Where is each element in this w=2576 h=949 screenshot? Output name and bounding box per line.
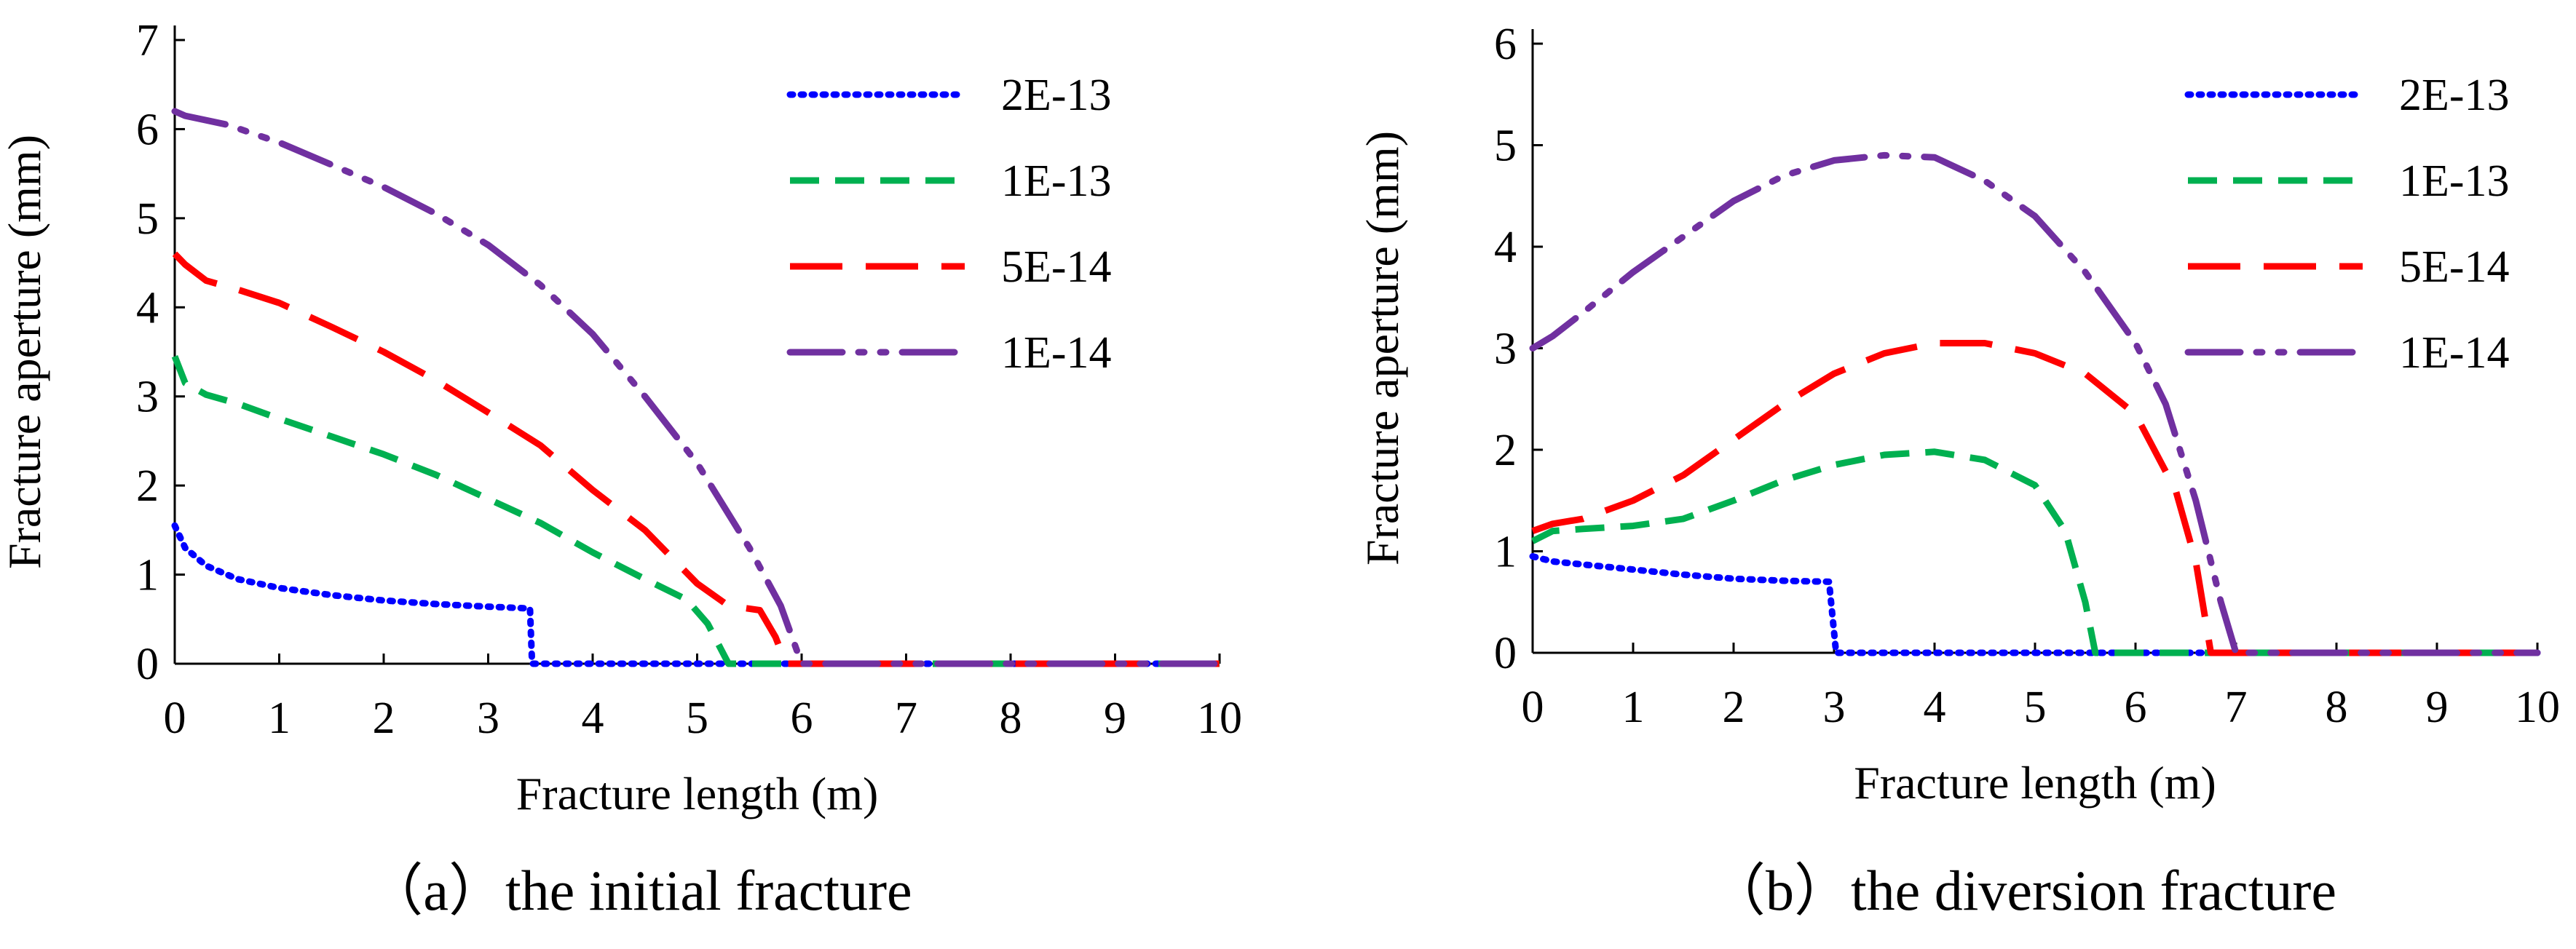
x-tick-label: 5 (2024, 683, 2047, 732)
legend-label: 1E-13 (1001, 156, 1112, 206)
y-tick-label: 6 (1494, 20, 1517, 69)
x-tick-label: 8 (1000, 694, 1022, 743)
y-tick-label: 4 (136, 283, 159, 333)
x-tick-label: 8 (2326, 683, 2348, 732)
x-tick-label: 9 (1104, 694, 1126, 743)
y-tick-label: 2 (1494, 426, 1517, 475)
series-line-2E-13 (171, 522, 1223, 667)
x-tick-label: 4 (582, 694, 604, 743)
x-tick-label: 9 (2426, 683, 2449, 732)
series-line-1E-14 (171, 108, 1223, 667)
y-tick-label: 0 (1494, 629, 1517, 678)
x-tick-label: 7 (2225, 683, 2248, 732)
y-tick-label: 4 (1494, 223, 1517, 272)
x-tick-label: 2 (373, 694, 395, 743)
panel-diversion-fracture: 0 1 2 3 4 5 6 0 1 2 3 4 5 6 7 8 9 10 Fracture length (m) Fr… (1356, 20, 2560, 922)
y-tick-label: 2 (136, 461, 159, 511)
x-tick-label: 6 (2125, 683, 2147, 732)
x-tick-label: 3 (477, 694, 499, 743)
series-line-5E-14 (172, 251, 1220, 667)
y-tick-label: 5 (1494, 122, 1517, 171)
series-line-1E-14 (1529, 151, 2541, 656)
legend-label: 2E-13 (2399, 71, 2510, 120)
x-tick-label: 2 (1723, 683, 1745, 732)
x-tick-label: 7 (895, 694, 917, 743)
legend-label: 2E-13 (1001, 71, 1112, 120)
y-tick-label: 3 (1494, 325, 1517, 374)
legend-label: 1E-14 (1001, 328, 1112, 378)
legend-label: 5E-14 (1001, 242, 1112, 292)
y-axis-label: Fracture aperture (mm) (0, 135, 50, 569)
x-tick-label: 1 (1622, 683, 1645, 732)
x-tick-label: 6 (791, 694, 813, 743)
y-tick-label: 6 (136, 105, 159, 154)
legend-label: 1E-13 (2399, 156, 2510, 206)
y-tick-label: 0 (136, 640, 159, 689)
legend-label: 1E-14 (2399, 328, 2510, 378)
x-tick-label: 3 (1823, 683, 1846, 732)
x-tick-label: 5 (686, 694, 708, 743)
x-tick-label: 0 (1522, 683, 1544, 732)
panel-caption: （a）the initial fracture (366, 859, 912, 922)
y-tick-label: 7 (136, 16, 159, 65)
y-tick-label: 1 (136, 551, 159, 600)
legend: 2E-13 1E-13 5E-14 1E-14 (2184, 71, 2510, 378)
x-axis-label: Fracture length (m) (1854, 757, 2216, 809)
y-tick-label: 3 (136, 373, 159, 422)
x-tick-label: 1 (268, 694, 291, 743)
series-line-1E-13 (171, 354, 1220, 667)
x-tick-label: 10 (2515, 683, 2560, 732)
panel-initial-fracture: 0 1 2 3 4 5 6 7 0 1 2 3 4 5 6 7 8 9 10 Fracture length (m) F… (0, 16, 1242, 922)
x-tick-label: 0 (164, 694, 186, 743)
x-axis-label: Fracture length (m) (516, 768, 879, 819)
series-line-5E-14 (1531, 340, 2537, 656)
series-line-2E-13 (1529, 553, 2541, 656)
x-tick-label: 4 (1924, 683, 1946, 732)
legend: 2E-13 1E-13 5E-14 1E-14 (786, 71, 1112, 378)
series-line-1E-13 (1530, 448, 2537, 656)
legend-label: 5E-14 (2399, 242, 2510, 292)
y-axis-label: Fracture aperture (mm) (1356, 131, 1408, 565)
panel-caption: （b）the diversion fracture (1709, 859, 2336, 922)
y-tick-label: 5 (136, 194, 159, 244)
y-tick-label: 1 (1494, 528, 1517, 577)
x-tick-label: 10 (1197, 694, 1242, 743)
